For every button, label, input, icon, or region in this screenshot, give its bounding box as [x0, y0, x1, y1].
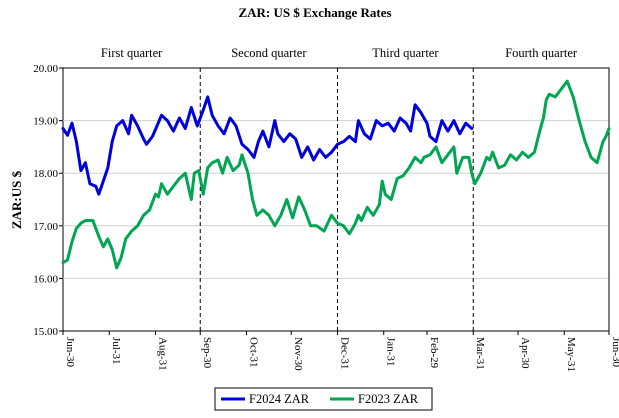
x-tick-label: Oct-31: [247, 337, 259, 368]
gridlines: [63, 120, 609, 279]
x-tick-label: Jun-30: [64, 337, 76, 367]
legend: F2024 ZAR F2023 ZAR: [214, 387, 433, 411]
x-tick-label: Dec-31: [338, 337, 350, 369]
legend-label: F2023 ZAR: [358, 392, 419, 406]
x-tick-label: Apr-30: [519, 337, 531, 369]
y-tick-label: 18.00: [33, 168, 58, 180]
quarter-labels: First quarter Second quarter Third quarter…: [101, 46, 578, 60]
x-tick-label: Aug-31: [156, 337, 168, 371]
y-tick-label: 15.00: [33, 326, 58, 338]
x-tick-label: Nov-30: [292, 337, 304, 371]
x-tick-label: Mar-31: [474, 337, 486, 370]
legend-items: F2024 ZAR F2023 ZAR: [221, 392, 419, 406]
legend-box: [214, 387, 433, 411]
series-line-f2024-zar: [61, 95, 474, 196]
quarter-label: First quarter: [101, 46, 163, 60]
x-tick-label: Feb-29: [428, 337, 440, 369]
quarter-label: Second quarter: [231, 46, 307, 60]
legend-label: F2024 ZAR: [249, 392, 310, 406]
x-tick-label: Sep-30: [201, 337, 213, 369]
y-axis-ticks: 15.00 16.00 17.00 18.00 19.00 20.00: [33, 63, 63, 338]
y-tick-label: 17.00: [33, 221, 58, 233]
plot-area: [62, 67, 610, 332]
quarter-label: Fourth quarter: [505, 46, 578, 60]
y-tick-label: 20.00: [33, 63, 58, 75]
y-tick-label: 16.00: [33, 273, 58, 285]
x-tick-label: Jan-31: [385, 337, 397, 366]
quarter-dividers: [199, 68, 610, 331]
y-tick-label: 19.00: [33, 116, 58, 128]
x-tick-label: Jun-30: [610, 337, 619, 367]
series-line-f2023-zar: [61, 79, 611, 270]
x-tick-label: May-31: [565, 337, 577, 372]
series-lines: [61, 79, 611, 270]
y-axis-label: ZAR:US $: [9, 170, 24, 229]
quarter-label: Third quarter: [372, 46, 439, 60]
chart-title: ZAR: US $ Exchange Rates: [238, 5, 391, 20]
x-tick-label: Jul-31: [110, 337, 122, 365]
x-axis-ticks: Jun-30 Jul-31 Aug-31 Sep-30 Oct-31 Nov-30 Dec-…: [62, 331, 619, 372]
